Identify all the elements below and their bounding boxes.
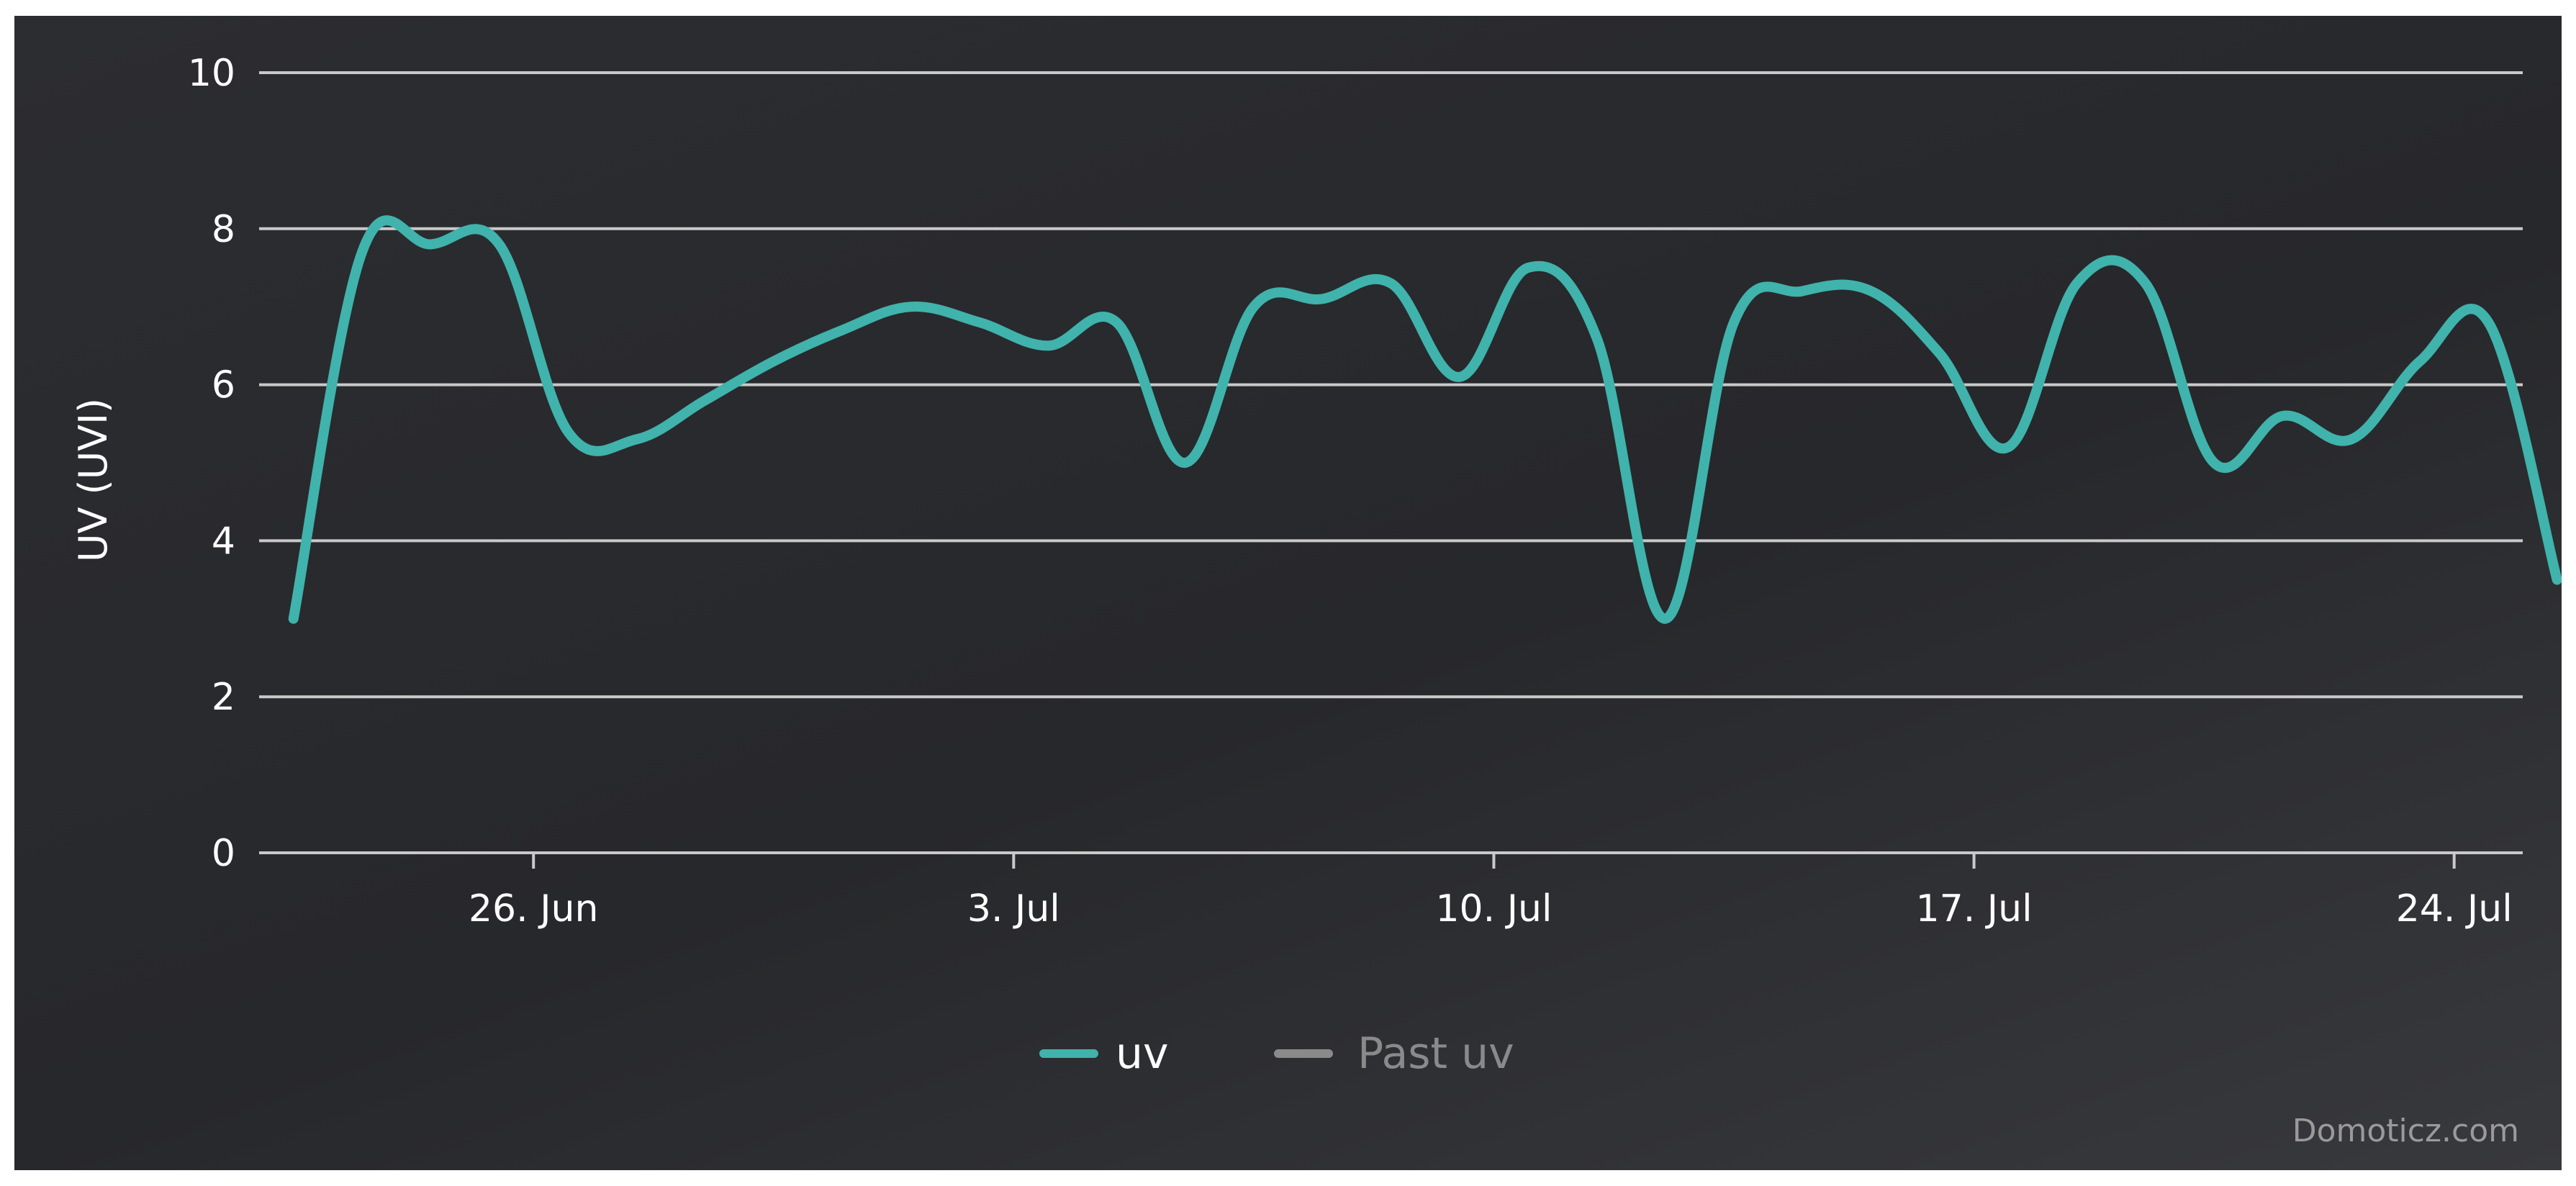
data-point-4[interactable] — [561, 425, 575, 439]
x-tick-label-1: 3. Jul — [967, 887, 1060, 931]
series-line-uv[interactable] — [288, 215, 2562, 624]
data-point-1[interactable] — [355, 245, 369, 259]
data-point-19[interactable] — [1589, 331, 1604, 345]
data-point-10[interactable] — [972, 315, 987, 330]
data-point-31[interactable] — [2413, 354, 2427, 368]
y-tick-label-6: 6 — [212, 364, 235, 407]
x-tick-label-0: 26. Jun — [469, 887, 598, 931]
data-point-11[interactable] — [1041, 338, 1055, 353]
y-tick-label-4: 4 — [212, 520, 235, 563]
data-point-25[interactable] — [2001, 440, 2015, 454]
data-point-22[interactable] — [1795, 284, 1809, 299]
data-point-20[interactable] — [1658, 612, 1673, 626]
data-point-7[interactable] — [767, 354, 781, 368]
y-tick-label-0: 0 — [212, 832, 235, 875]
data-point-27[interactable] — [2138, 276, 2153, 291]
y-tick-label-2: 2 — [212, 676, 235, 719]
data-point-24[interactable] — [1933, 346, 1947, 361]
data-point-28[interactable] — [2207, 456, 2221, 470]
data-point-8[interactable] — [835, 323, 849, 338]
data-point-5[interactable] — [629, 433, 643, 447]
chart-frame: 0 2 4 6 8 10 26. Jun 3. Jul 10. Jul 17. Jul 24. Ju… — [14, 16, 2562, 1170]
data-point-16[interactable] — [1384, 276, 1398, 291]
data-point-3[interactable] — [492, 237, 507, 252]
x-tick-label-3: 17. Jul — [1916, 887, 2033, 931]
data-point-13[interactable] — [1178, 456, 1193, 470]
legend-item-uv[interactable]: uv — [1039, 1028, 1169, 1079]
data-point-0[interactable] — [286, 612, 301, 626]
data-point-23[interactable] — [1864, 284, 1879, 299]
data-point-12[interactable] — [1109, 315, 1124, 330]
legend: uv Past uv — [1039, 1028, 1514, 1079]
data-point-15[interactable] — [1315, 291, 1329, 306]
credits-link[interactable]: Domoticz.com — [2292, 1113, 2519, 1149]
series-layer — [286, 215, 2562, 626]
data-point-32[interactable] — [2481, 315, 2495, 330]
data-point-9[interactable] — [903, 299, 918, 314]
data-point-30[interactable] — [2344, 433, 2359, 447]
y-axis-title: UV (UVI) — [71, 398, 116, 562]
legend-label-past-uv: Past uv — [1357, 1028, 1514, 1079]
data-point-29[interactable] — [2275, 409, 2290, 423]
y-tick-label-10: 10 — [188, 52, 235, 95]
data-point-14[interactable] — [1247, 299, 1261, 314]
data-point-26[interactable] — [2070, 276, 2084, 291]
data-point-2[interactable] — [423, 237, 438, 252]
data-point-6[interactable] — [698, 393, 713, 407]
x-tick-label-2: 10. Jul — [1435, 887, 1552, 931]
uv-chart: 0 2 4 6 8 10 26. Jun 3. Jul 10. Jul 17. Jul 24. Ju… — [71, 52, 2562, 1149]
grid-lines — [259, 71, 2523, 854]
axis-ticks: 0 2 4 6 8 10 26. Jun 3. Jul 10. Jul 17. Jul 24. Ju… — [188, 52, 2513, 931]
data-point-18[interactable] — [1521, 261, 1535, 275]
legend-label-uv: uv — [1116, 1028, 1169, 1079]
legend-item-past-uv[interactable]: Past uv — [1274, 1028, 1514, 1079]
data-point-17[interactable] — [1452, 370, 1467, 384]
y-tick-label-8: 8 — [212, 208, 235, 251]
data-point-21[interactable] — [1727, 315, 1741, 330]
x-tick-label-4: 24. Jul — [2396, 887, 2513, 931]
